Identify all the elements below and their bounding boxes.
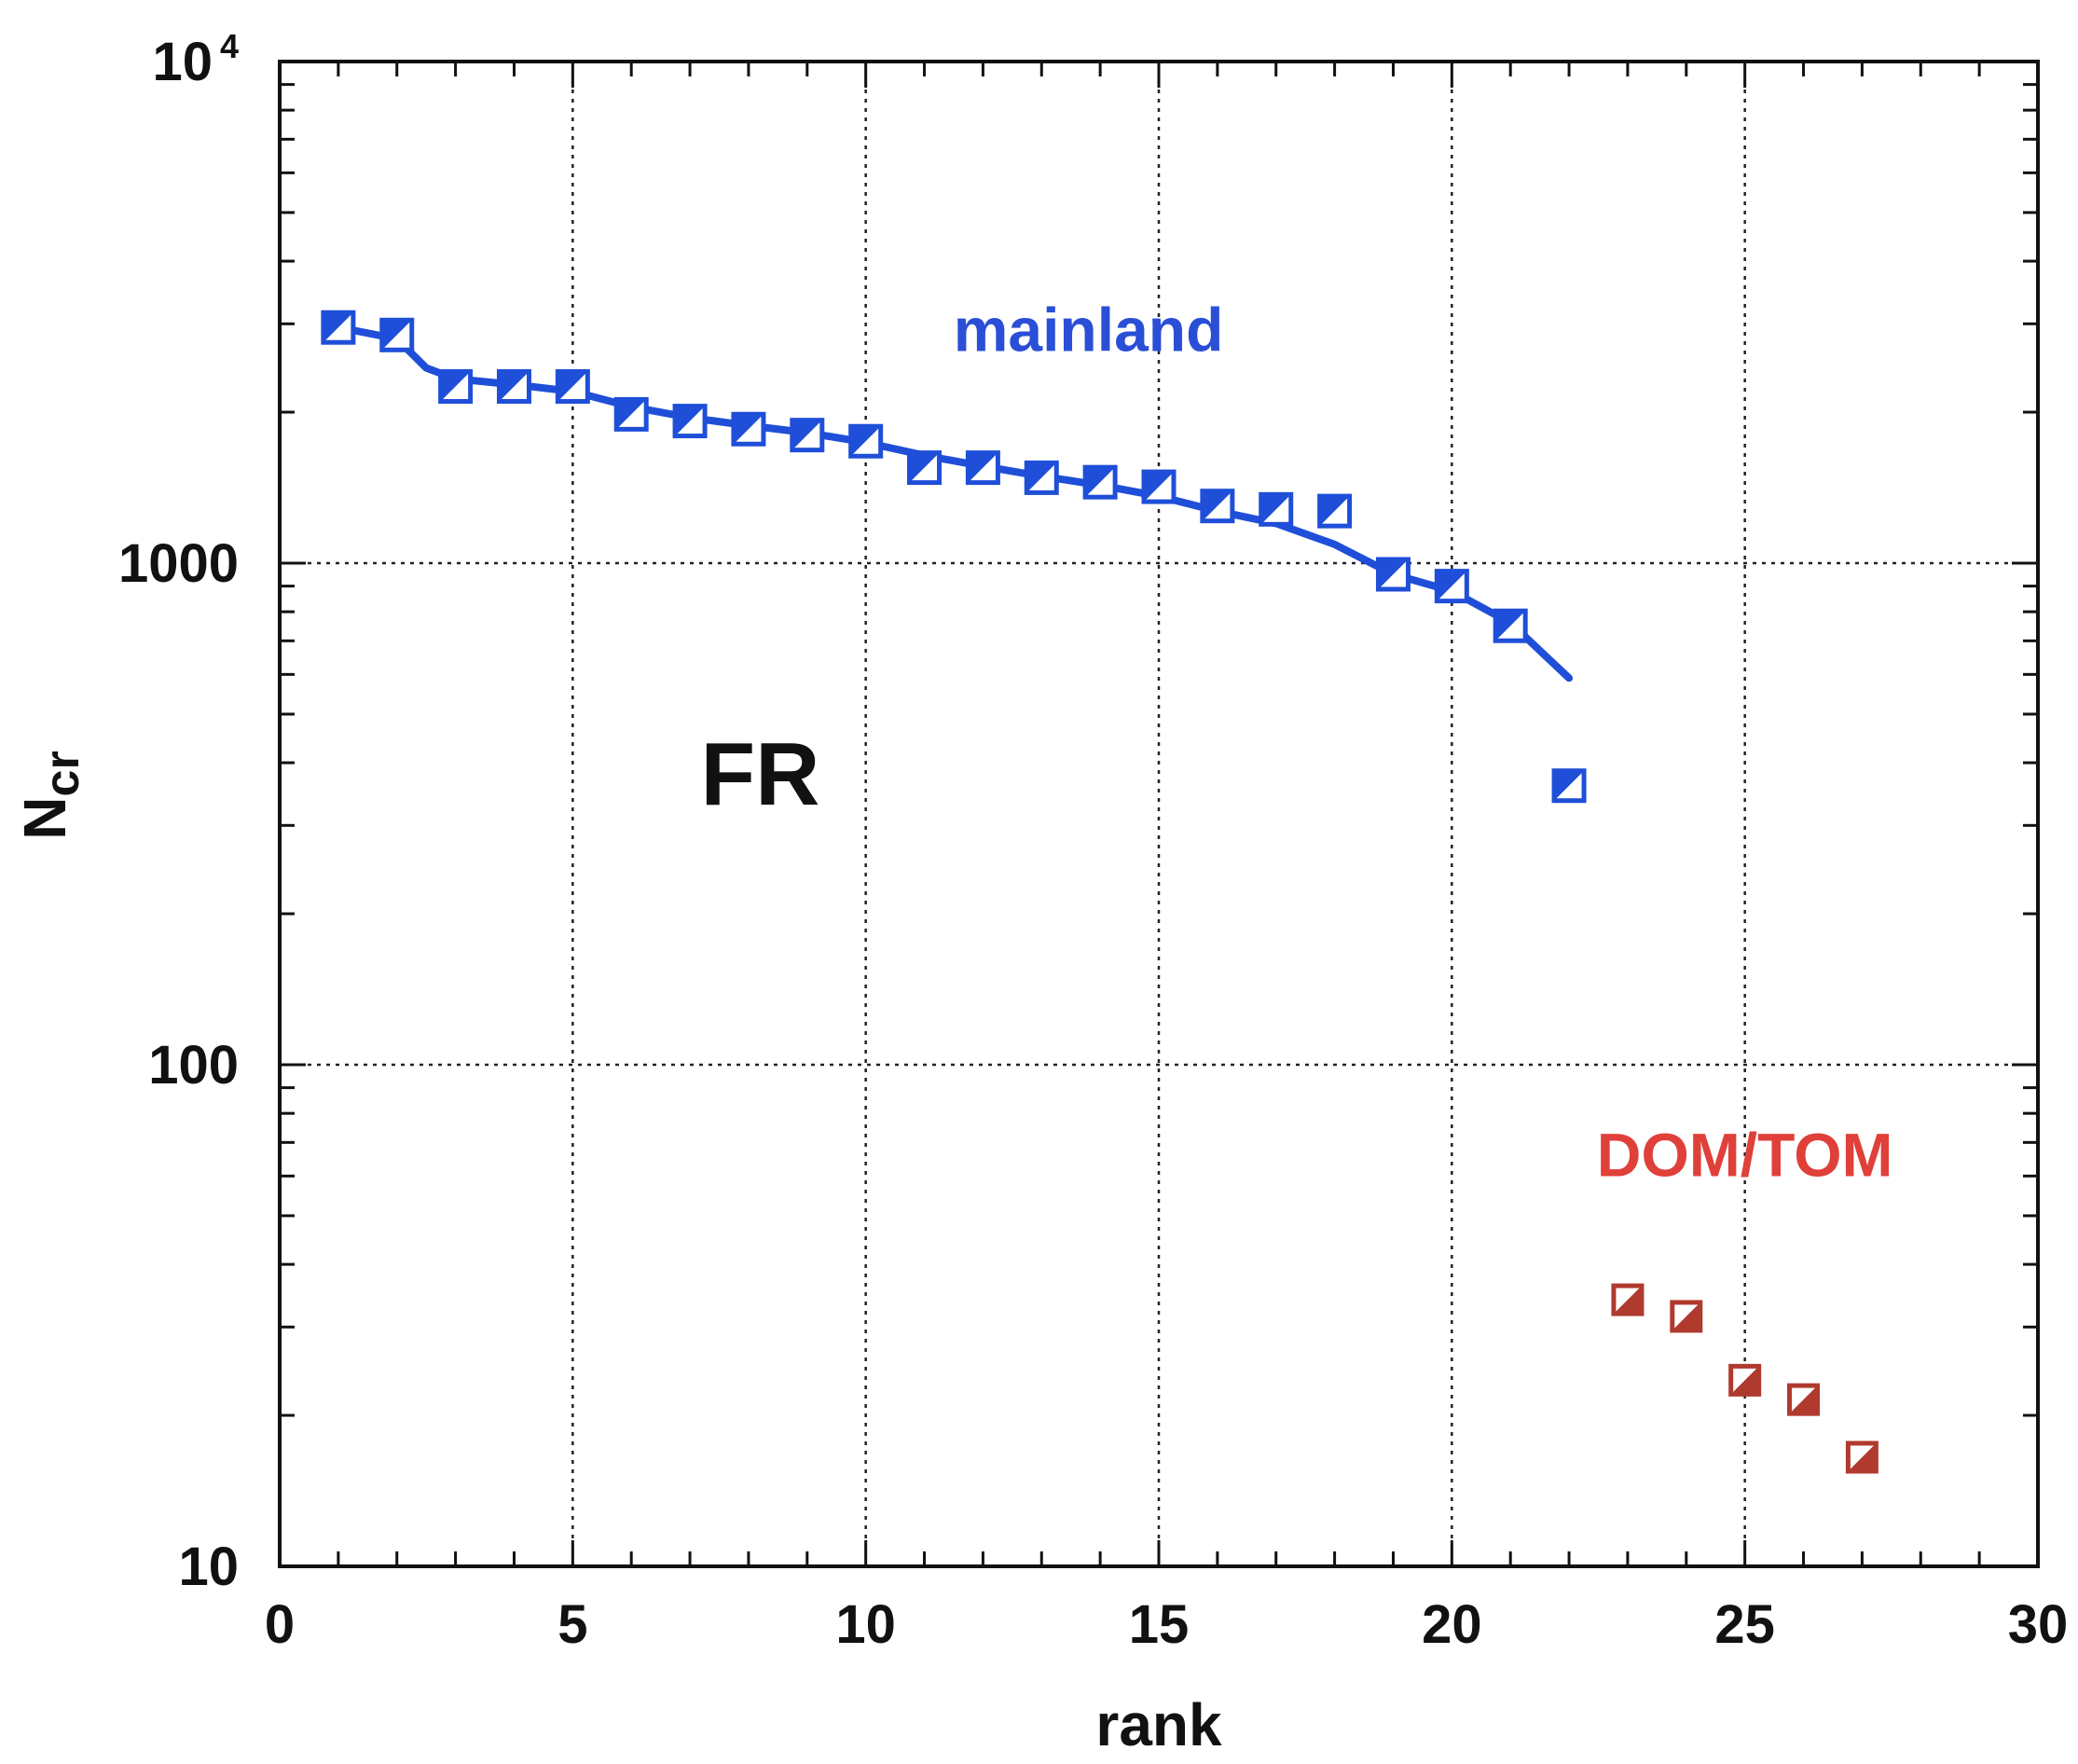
domtom-point [1670,1300,1703,1333]
mainland-point [731,411,766,447]
marker-fill [1144,472,1174,503]
marker-fill [968,452,998,483]
marker-fill [791,420,822,450]
marker-fill [1495,611,1526,641]
domtom-point [1845,1440,1878,1474]
mainland-point [672,404,708,439]
x-tick-label: 10 [835,1594,896,1655]
domtom-point [1728,1363,1762,1397]
mainland-point [1317,493,1353,529]
mainland-point [379,317,415,352]
marker-fill [1437,571,1467,601]
mainland-point [1259,491,1294,527]
x-tick-labels: 0 5 10 15 20 25 30 [265,1594,2068,1655]
marker-fill [1613,1286,1642,1315]
marker-fill [1730,1366,1759,1395]
y-tick-label: 10 [178,1537,239,1597]
y-axis-label-main: N [11,796,78,839]
marker-fill [1672,1302,1700,1330]
y-axis-label-subscript: cr [35,751,89,796]
domtom-point [1787,1383,1821,1416]
grid-lines [280,62,2038,1566]
marker-fill [1554,770,1585,801]
mainland-point [848,423,884,459]
marker-fill [675,406,706,436]
y-tick-label: 10 [152,32,213,92]
mainland-point [438,369,474,405]
marker-fill [850,426,881,457]
annotation-large: FR [701,724,820,824]
marker-fill [1848,1442,1877,1471]
domtom-point [1611,1283,1645,1316]
mainland-point [1141,469,1177,504]
marker-fill [323,312,353,343]
annotation-blue: mainland [954,295,1224,364]
mainland-point [1200,489,1235,524]
mainland-point [321,310,356,345]
y-tick-label: 1000 [118,533,239,594]
x-tick-label: 5 [557,1594,587,1655]
marker-fill [1026,462,1057,493]
marker-fill [1260,494,1291,525]
marker-fill [1085,467,1116,498]
mainland-point [790,418,825,453]
mainland-point [555,369,590,405]
marker-fill [733,414,764,445]
mainland-point [907,450,943,486]
annotation-red: DOM/TOM [1597,1120,1893,1189]
marker-fill [381,320,412,351]
y-axis-label: Ncr [11,751,89,839]
y-tick-label: 100 [148,1035,239,1096]
marker-fill [1202,490,1232,521]
marker-fill [616,399,647,430]
marker-fill [499,371,530,402]
x-tick-label: 0 [265,1594,295,1655]
x-tick-label: 30 [2008,1594,2069,1655]
marker-fill [1378,558,1409,589]
mainland-point [1493,608,1528,643]
marker-fill [1789,1385,1818,1414]
x-tick-label: 25 [1714,1594,1775,1655]
mainland-point [613,396,649,432]
y-tick-label-exponent: 4 [220,27,239,65]
marker-fill [909,452,940,483]
marker-fill [1319,496,1350,527]
mainland-point [1551,768,1587,804]
plot-frame [278,60,2040,1568]
x-axis-label: rank [1095,1691,1222,1758]
mainland-point [1375,557,1411,592]
x-tick-label: 15 [1129,1594,1190,1655]
mainland-point [1434,569,1469,604]
marker-fill [557,371,588,402]
mainland-point [965,450,1000,486]
mainland-point [496,369,531,405]
marker-fill [440,371,471,402]
x-tick-label: 20 [1422,1594,1482,1655]
annotations: FR mainland DOM/TOM [701,295,1893,1189]
data-markers [321,310,1878,1474]
mainland-point [1024,460,1059,495]
mainland-point [1082,464,1118,500]
